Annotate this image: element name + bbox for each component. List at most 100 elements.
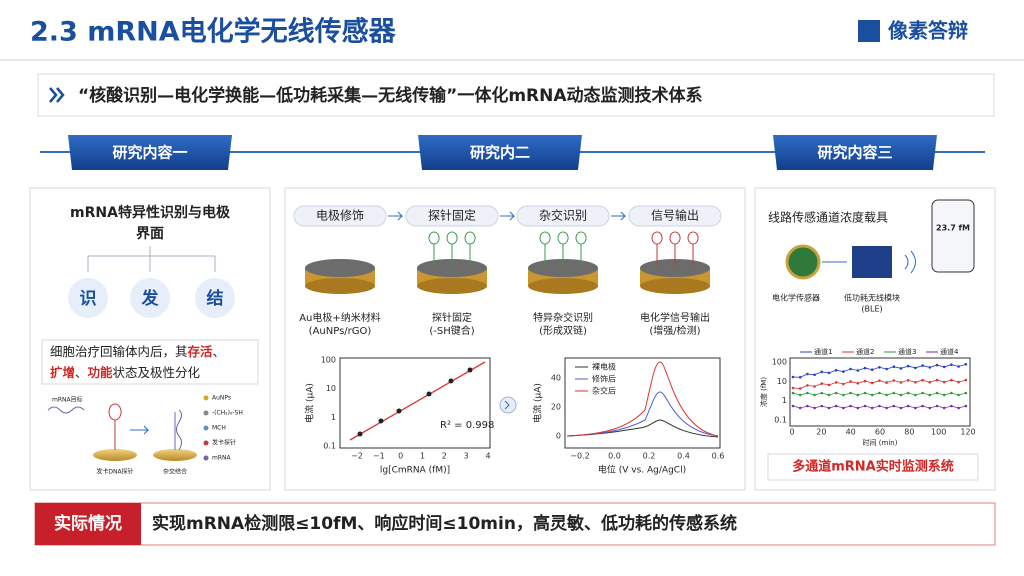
note-line: 扩增、功能状态及极性分化 [50,365,201,380]
step-caption: (增强/检测) [649,324,700,337]
circle [195,278,235,318]
highlight: 扩增 [50,365,75,380]
point [467,367,473,373]
x-tick-label: 20 [816,428,826,437]
step-caption: 电化学信号输出 [640,311,710,324]
channel-line [792,392,966,396]
y-tick-label: 1 [782,396,787,405]
point [448,378,454,384]
section-title: 界面 [136,226,164,242]
point [378,418,384,424]
step-pill [405,205,499,227]
x-tick-label: 4 [485,452,490,461]
ticks: −0.2 0.0 0.2 0.4 0.6 0 20 40 [551,374,725,461]
y-tick-label: 20 [551,403,561,412]
note-text: 、 [75,365,88,380]
step-name: 电极修饰 [316,208,364,223]
x-tick-label: −2 [351,452,363,461]
x-tick-label: 0 [789,428,794,437]
electrode-top [305,259,375,277]
ble-module [852,246,892,278]
step-pill [628,205,722,227]
electrode-bottom [528,278,598,294]
heading-box [68,135,232,170]
step-pill [516,205,610,227]
x-label: 时间 (min) [863,438,898,447]
point [426,391,432,397]
step-name: 信号输出 [651,208,699,223]
ticks: 0 20 40 60 80 100 120 0.1 1 10 100 [772,358,976,437]
banner-box [37,73,995,117]
curve [566,419,719,438]
panel-2 [284,187,746,491]
step-caption: (AuNPs/rGO) [309,326,372,337]
x-tick-label: 100 [931,428,946,437]
step-caption: Au电极+纳米材料 [299,311,381,324]
points [357,367,473,437]
probe [557,231,569,266]
arrow [130,425,150,435]
probe [669,231,681,266]
headings: 研究内容一 研究内二 研究内容三 [68,135,937,170]
circle-text: 结 [207,288,224,309]
logo-icon [858,20,880,42]
highlight: 存活 [187,344,214,359]
legend-text: mRNA [212,455,232,462]
point [396,408,402,414]
y-tick-label: 1 [331,413,336,422]
x-tick-label: 80 [904,428,914,437]
diagram-label: 发卡DNA探针 [96,468,133,476]
highlight: 功能 [88,365,114,380]
note-text: 细胞治疗回输体内后，其 [50,344,188,359]
legend-text: 通道2 [856,347,874,356]
legend: 通道1 通道2 通道3 通道4 [800,347,959,356]
electrode-bottom [417,278,487,294]
diagram-label: mRNA目标 [52,396,83,404]
point [357,431,363,437]
legend-swatch [203,410,209,416]
probe [651,231,663,266]
electrode-bottom [640,278,710,294]
step-arrow [611,211,627,221]
phone [931,199,975,273]
channel-lines [791,363,968,410]
mrna-icon [47,406,85,414]
electrode [93,449,137,461]
diagram-legend: AuNPs -(CH₂)₆-SH MCH 发卡探针 mRNA [203,395,243,462]
fit-line [349,361,486,441]
x-tick-label: 0.4 [677,452,690,461]
note-line: 细胞治疗回输体内后，其存活、 [50,344,225,359]
step-name: 杂交识别 [539,208,587,223]
probe [108,403,122,450]
note-text: 状态及极性分化 [113,365,201,380]
y-tick-label: 10 [777,377,787,386]
x-label: lg[CmRNA (fM)] [380,466,450,476]
legend-text: AuNPs [212,395,231,402]
circle-text: 识 [80,289,97,309]
x-tick-label: 40 [846,428,856,437]
y-tick-label: 10 [326,384,336,393]
logo-text: 像素答辩 [888,19,968,43]
legend-text: -(CH₂)₆-SH [212,410,243,417]
legend-text: 杂交后 [592,386,616,396]
module-label: (BLE) [861,305,882,314]
legend-text: 通道4 [940,347,959,356]
legend-text: 通道1 [814,347,832,356]
y-tick-label: 100 [321,356,336,365]
x-tick-label: 0 [398,452,403,461]
probe [428,231,440,266]
circle-text: 发 [141,288,160,309]
x-tick-label: 0.6 [712,452,725,461]
circle [130,278,170,318]
section-title: mRNA特异性识别与电极 [70,204,231,221]
hybrid [174,409,182,451]
y-tick-label: 100 [772,358,787,367]
step-caption: 特异杂交识别 [533,311,593,324]
y-tick-label: 40 [551,374,561,383]
diagram-label: 杂交结合 [163,468,187,476]
banner-arrow [49,87,65,103]
y-tick-label: 0 [556,432,561,441]
channel-line [792,363,966,378]
